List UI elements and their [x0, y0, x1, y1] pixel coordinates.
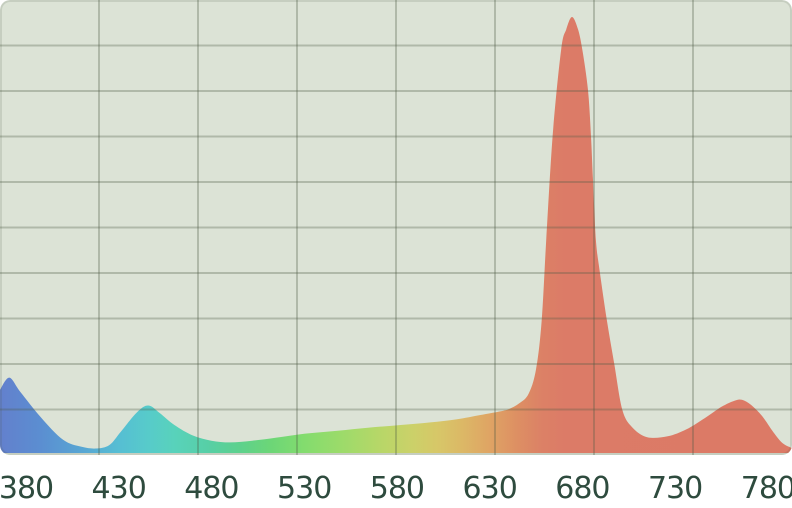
- spectrum-area: [0, 17, 792, 453]
- x-tick-label-780: 780: [740, 471, 792, 506]
- x-tick-label-580: 580: [369, 471, 425, 506]
- chart-panel: [0, 0, 792, 455]
- x-tick-label-480: 480: [184, 471, 239, 506]
- x-tick-label-380: 380: [0, 471, 54, 506]
- x-tick-label-530: 530: [277, 471, 332, 506]
- x-axis: 380 430 480 530 580 630 680 730 780: [0, 455, 792, 508]
- panel-edge: [0, 0, 792, 455]
- x-tick-label-630: 630: [462, 471, 518, 506]
- x-tick-label-730: 730: [647, 471, 703, 506]
- x-tick-label-430: 430: [91, 471, 147, 506]
- grid-lines: [0, 0, 792, 455]
- chart-canvas: [0, 0, 792, 455]
- x-tick-label-680: 680: [555, 471, 610, 506]
